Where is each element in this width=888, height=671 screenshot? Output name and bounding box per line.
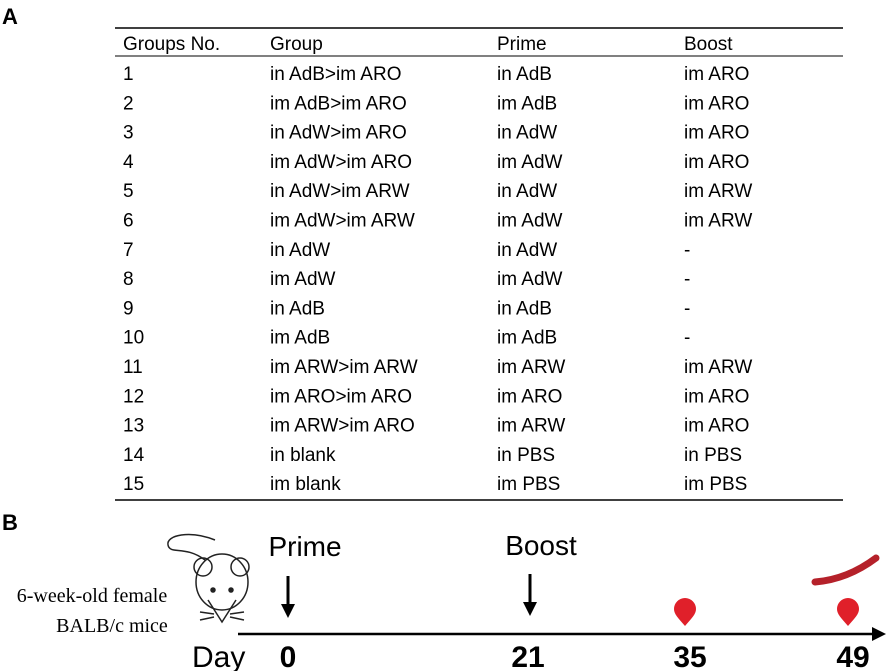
table-cell: 14 [123,445,145,466]
panel-label: A [2,4,18,29]
table-cell: 9 [123,298,134,319]
table-cell: im ARO [497,386,562,407]
sample-pin [674,598,696,626]
table-cell: im ARW>im ARW [270,357,418,378]
table-cell: - [684,298,690,319]
mouse-icon [167,533,250,624]
table-cell: im AdW>im ARO [270,152,412,173]
table-cell: im ARW [684,357,752,378]
table-cell: in AdW>im ARO [270,123,407,144]
table-cell: im blank [270,474,341,495]
table-cell: 12 [123,386,144,407]
table-cell: im AdB [497,328,557,349]
table-cell: im PBS [497,474,560,495]
table-cell: im AdW [270,269,336,290]
event-arrow [523,602,537,616]
table-cell: im AdW [497,269,563,290]
table-cell: im ARO>im ARO [270,386,412,407]
table-cell: 13 [123,416,144,437]
day-label: 49 [836,641,869,671]
day-label: 21 [511,641,544,671]
table-header: Groups No. [123,34,220,55]
table-cell: 5 [123,181,134,202]
table-cell: 8 [123,269,134,290]
table-cell: im ARO [684,64,749,85]
axis-label: Day [192,641,245,671]
table-cell: im AdB [497,93,557,114]
timeline-arrow [872,627,886,641]
table-cell: - [684,328,690,349]
table-cell: in AdW>im ARW [270,181,410,202]
sample-pin [837,598,859,626]
table-cell: im ARO [684,386,749,407]
table-cell: im AdW [497,211,563,232]
table-cell: im ARW [497,416,565,437]
table-cell: - [684,269,690,290]
event-label: Prime [268,531,341,562]
table-cell: im ARO [684,416,749,437]
table-cell: 2 [123,93,134,114]
table-cell: 7 [123,240,134,261]
table-cell: im PBS [684,474,747,495]
table-cell: in PBS [497,445,555,466]
tissue-icon [811,554,880,586]
table-cell: 3 [123,123,134,144]
table-cell: in AdB [270,298,325,319]
table-header: Boost [684,34,733,55]
table-cell: 10 [123,328,144,349]
table-cell: in blank [270,445,336,466]
table-cell: in AdW [497,181,557,202]
table-cell: im AdB [270,328,330,349]
table-header: Group [270,34,323,55]
table-cell: im ARO [684,152,749,173]
subject-text: BALB/c mice [56,615,168,637]
table-cell: im ARW>im ARO [270,416,415,437]
table-cell: in AdW [270,240,330,261]
table-cell: im AdW>im ARW [270,211,415,232]
table-cell: im ARO [684,93,749,114]
table-cell: in AdB [497,64,552,85]
table-cell: 11 [123,357,143,378]
event-label: Boost [505,530,577,561]
table-cell: im ARW [684,181,752,202]
subject-text: 6-week-old female [17,585,168,607]
table-cell: in AdB [497,298,552,319]
day-label: 0 [280,641,297,671]
table-header: Prime [497,34,547,55]
table-cell: in AdW [497,123,557,144]
table-cell: 6 [123,211,134,232]
table-cell: im ARW [684,211,752,232]
table-cell: im AdW [497,152,563,173]
table-cell: - [684,240,690,261]
table-cell: 1 [123,64,134,85]
table-cell: im ARO [684,123,749,144]
table-cell: in PBS [684,445,742,466]
table-cell: in AdW [497,240,557,261]
table-cell: im ARW [497,357,565,378]
table-cell: in AdB>im ARO [270,64,401,85]
table-cell: 15 [123,474,144,495]
day-label: 35 [673,641,706,671]
event-arrow [281,604,295,618]
panel-label: B [2,510,18,535]
table-cell: im AdB>im ARO [270,93,407,114]
table-cell: 4 [123,152,134,173]
